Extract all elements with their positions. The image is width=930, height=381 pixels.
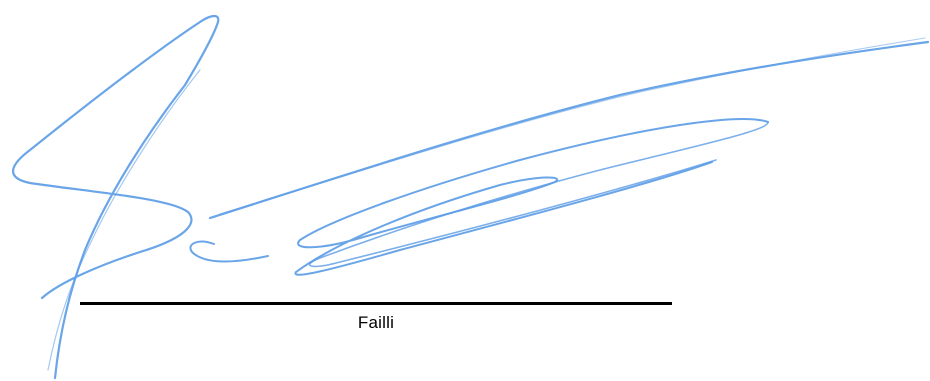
signature-stroke-loop (294, 118, 769, 276)
signature-stroke-loop-2 (308, 121, 769, 268)
signature-stroke-rise-shadow (219, 37, 926, 215)
signature-ink (12, 14, 930, 380)
signature-stroke-main (12, 14, 220, 380)
signature-stroke-curl (189, 240, 269, 263)
signature-stroke-shadow (47, 69, 201, 371)
signature-line (80, 302, 672, 305)
signature-stroke-rise (208, 40, 930, 220)
signer-name: Failli (357, 313, 395, 332)
